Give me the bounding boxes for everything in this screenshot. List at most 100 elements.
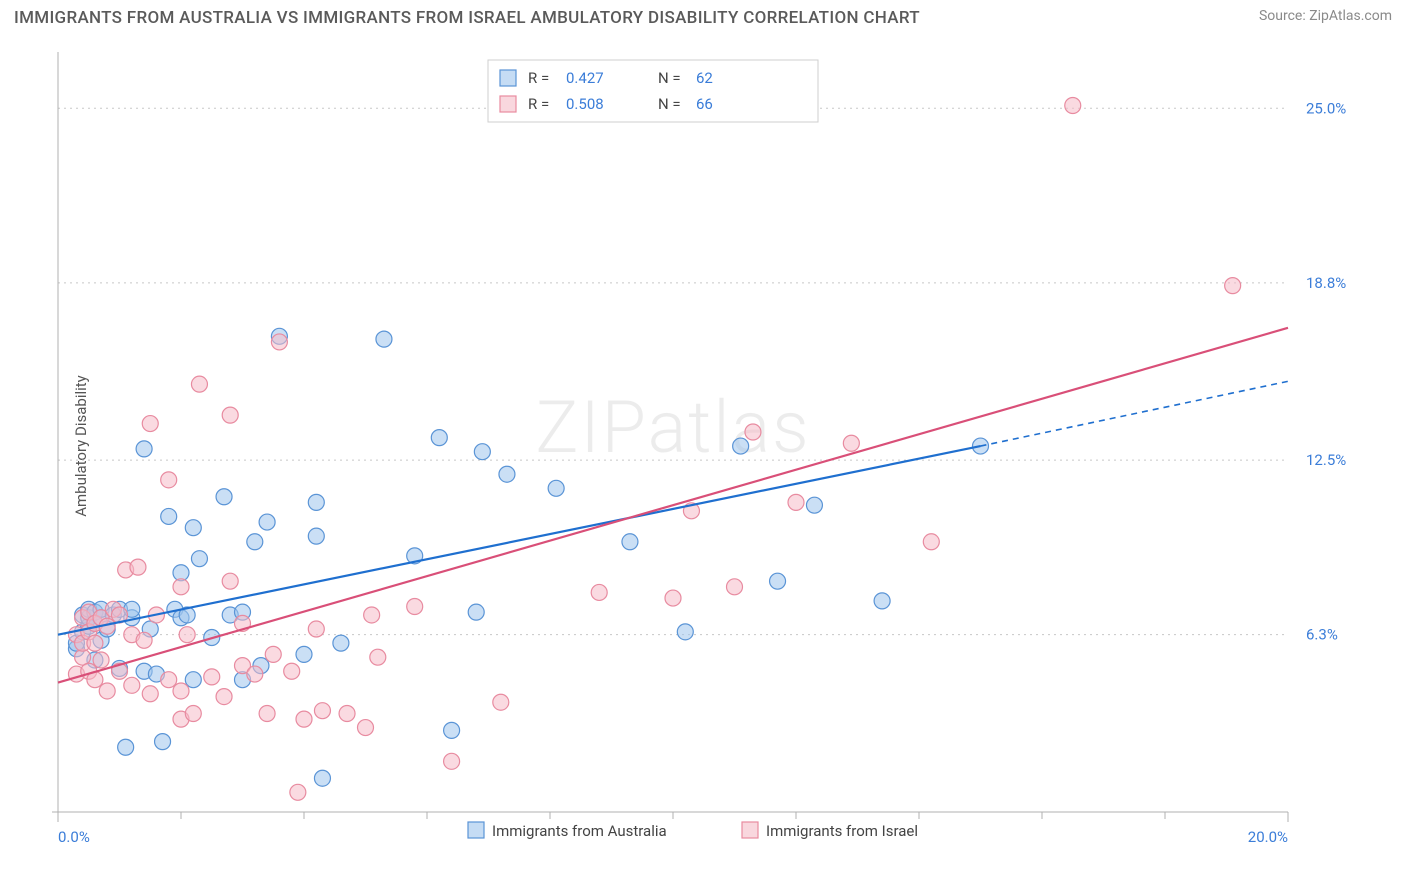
legend-series-label: Immigrants from Israel bbox=[766, 822, 918, 840]
legend-r-value: 0.427 bbox=[566, 69, 604, 87]
scatter-point bbox=[247, 666, 263, 682]
source-attribution: Source: ZipAtlas.com bbox=[1259, 8, 1392, 24]
scatter-point bbox=[99, 683, 115, 699]
scatter-point bbox=[444, 722, 460, 738]
scatter-point bbox=[124, 677, 140, 693]
scatter-svg: 6.3% 12.5% 18.8% 25.0% 0.0% 20.0% ZIPatlas R = 0… bbox=[48, 42, 1348, 852]
scatter-point bbox=[161, 472, 177, 488]
legend-r-value: 0.508 bbox=[566, 95, 604, 113]
legend-n-label: N = bbox=[658, 69, 681, 87]
scatter-point bbox=[259, 705, 275, 721]
scatter-point bbox=[296, 711, 312, 727]
scatter-point bbox=[87, 635, 103, 651]
scatter-point bbox=[308, 494, 324, 510]
scatter-point bbox=[806, 497, 822, 513]
scatter-point bbox=[185, 705, 201, 721]
scatter-point bbox=[191, 551, 207, 567]
scatter-point bbox=[548, 480, 564, 496]
scatter-point bbox=[923, 534, 939, 550]
trend-line bbox=[58, 446, 981, 635]
scatter-point bbox=[474, 444, 490, 460]
scatter-point bbox=[185, 672, 201, 688]
scatter-point bbox=[247, 534, 263, 550]
scatter-point bbox=[308, 528, 324, 544]
scatter-point bbox=[216, 689, 232, 705]
scatter-point bbox=[173, 579, 189, 595]
scatter-point bbox=[665, 590, 681, 606]
scatter-point bbox=[339, 705, 355, 721]
scatter-point bbox=[431, 430, 447, 446]
source-link[interactable]: ZipAtlas.com bbox=[1309, 8, 1392, 24]
scatter-point bbox=[733, 438, 749, 454]
scatter-point bbox=[358, 720, 374, 736]
legend-series-label: Immigrants from Australia bbox=[492, 822, 667, 840]
scatter-point bbox=[191, 376, 207, 392]
trend-line-extrapolated bbox=[981, 381, 1289, 446]
legend-n-label: N = bbox=[658, 95, 681, 113]
scatter-point bbox=[591, 584, 607, 600]
legend-r-label: R = bbox=[528, 69, 549, 87]
scatter-point bbox=[118, 739, 134, 755]
legend-r-label: R = bbox=[528, 95, 549, 113]
scatter-point bbox=[284, 663, 300, 679]
scatter-point bbox=[216, 489, 232, 505]
scatter-point bbox=[468, 604, 484, 620]
scatter-point bbox=[677, 624, 693, 640]
scatter-point bbox=[314, 770, 330, 786]
trend-line bbox=[58, 328, 1288, 683]
scatter-point bbox=[874, 593, 890, 609]
scatter-point bbox=[407, 599, 423, 615]
source-label: Source: bbox=[1259, 8, 1306, 24]
scatter-point bbox=[290, 784, 306, 800]
scatter-point bbox=[161, 672, 177, 688]
scatter-point bbox=[364, 607, 380, 623]
scatter-point bbox=[788, 494, 804, 510]
legend-n-value: 62 bbox=[696, 69, 713, 87]
scatter-point bbox=[622, 534, 638, 550]
scatter-point bbox=[444, 753, 460, 769]
scatter-point bbox=[296, 646, 312, 662]
scatter-point bbox=[259, 514, 275, 530]
scatter-point bbox=[142, 686, 158, 702]
scatter-point bbox=[155, 734, 171, 750]
scatter-point bbox=[493, 694, 509, 710]
scatter-point bbox=[333, 635, 349, 651]
scatter-point bbox=[222, 573, 238, 589]
scatter-point bbox=[499, 466, 515, 482]
scatter-point bbox=[130, 559, 146, 575]
y-tick-label: 25.0% bbox=[1306, 99, 1346, 117]
scatter-point bbox=[204, 669, 220, 685]
watermark: ZIPatlas bbox=[535, 385, 810, 470]
scatter-point bbox=[314, 703, 330, 719]
scatter-point bbox=[179, 627, 195, 643]
scatter-point bbox=[843, 435, 859, 451]
scatter-point bbox=[136, 632, 152, 648]
y-tick-label: 18.8% bbox=[1306, 274, 1346, 292]
scatter-point bbox=[173, 683, 189, 699]
scatter-point bbox=[376, 331, 392, 347]
scatter-point bbox=[770, 573, 786, 589]
x-tick-label: 20.0% bbox=[1248, 828, 1288, 846]
legend-swatch bbox=[742, 822, 758, 838]
scatter-point bbox=[93, 652, 109, 668]
scatter-point bbox=[271, 334, 287, 350]
scatter-point bbox=[265, 646, 281, 662]
scatter-point bbox=[1065, 97, 1081, 113]
y-tick-label: 6.3% bbox=[1306, 626, 1338, 644]
y-tick-label: 12.5% bbox=[1306, 451, 1346, 469]
x-tick-label: 0.0% bbox=[58, 828, 90, 846]
chart-area: 6.3%12.5%18.8%25.0%0.0%20.0%ZIPatlasR =0… bbox=[48, 42, 1348, 832]
scatter-point bbox=[161, 508, 177, 524]
chart-title: IMMIGRANTS FROM AUSTRALIA VS IMMIGRANTS … bbox=[14, 8, 920, 28]
scatter-point bbox=[136, 441, 152, 457]
scatter-point bbox=[727, 579, 743, 595]
scatter-point bbox=[185, 520, 201, 536]
legend-n-value: 66 bbox=[696, 95, 713, 113]
scatter-point bbox=[370, 649, 386, 665]
scatter-point bbox=[222, 407, 238, 423]
scatter-point bbox=[308, 621, 324, 637]
scatter-point bbox=[745, 424, 761, 440]
legend-swatch bbox=[468, 822, 484, 838]
legend-swatch bbox=[500, 96, 516, 112]
legend-swatch bbox=[500, 70, 516, 86]
